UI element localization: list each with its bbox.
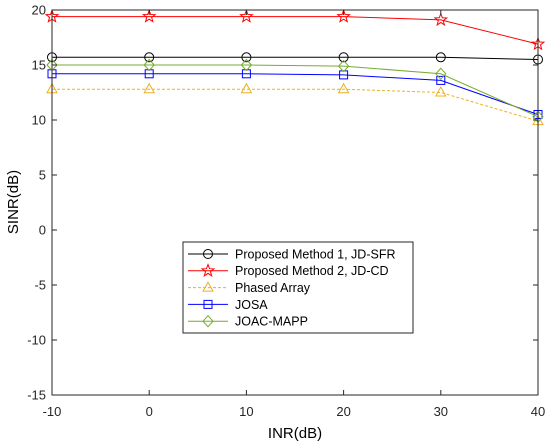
legend-label: Phased Array (235, 281, 311, 295)
series-line (52, 88, 539, 122)
x-tick-label: 40 (531, 404, 545, 419)
x-tick-label: 10 (239, 404, 253, 419)
y-tick-label: 5 (39, 168, 46, 183)
legend-label: JOSA (235, 298, 268, 312)
x-tick-label: 20 (336, 404, 350, 419)
legend-entry-proposed-method-1-jd-sfr: Proposed Method 1, JD-SFR (188, 247, 396, 261)
plot-area (52, 10, 538, 395)
data-point (338, 52, 349, 63)
data-point (143, 58, 155, 72)
series-line (52, 73, 539, 115)
legend-marker (200, 263, 216, 277)
legend-marker (202, 281, 214, 292)
series-line (52, 16, 539, 45)
legend-label: Proposed Method 2, JD-CD (235, 264, 389, 278)
legend-box (182, 241, 414, 334)
data-point (144, 52, 155, 63)
x-tick-label: 0 (146, 404, 153, 419)
data-point (435, 52, 446, 63)
data-point (435, 67, 447, 81)
axes-box (51, 9, 539, 396)
data-point (240, 58, 253, 72)
data-point (433, 12, 449, 27)
y-tick-label: 20 (32, 3, 46, 18)
x-axis-label: INR(dB) (268, 425, 322, 442)
legend: Proposed Method 1, JD-SFR Proposed Method… (182, 241, 414, 334)
y-tick-label: -15 (27, 388, 46, 403)
axes-frame (51, 9, 539, 396)
data-point (434, 85, 447, 97)
legend-entry-joac-mapp: JOAC-MAPP (188, 315, 308, 329)
data-point (141, 8, 157, 23)
data-point (239, 8, 254, 23)
legend-label: Proposed Method 1, JD-SFR (235, 247, 396, 261)
legend-entry-proposed-method-2-jd-cd: Proposed Method 2, JD-CD (188, 263, 389, 278)
y-tick-label: -10 (27, 333, 46, 348)
data-point (240, 82, 253, 94)
data-point (336, 8, 351, 23)
legend-entry-phased-array: Phased Array (188, 281, 311, 295)
legend-entry-josa: JOSA (188, 298, 268, 312)
legend-marker (203, 299, 213, 309)
data-point (337, 59, 350, 73)
legend-label: JOAC-MAPP (235, 315, 308, 329)
legend-marker (203, 249, 213, 259)
y-tick-label: 15 (32, 58, 46, 73)
legend-marker (202, 314, 214, 328)
x-tick-label: 30 (434, 404, 448, 419)
y-axis-label: SINR(dB) (5, 170, 22, 234)
data-point (436, 75, 446, 85)
x-tick-labels: -10 0 10 20 30 40 (43, 404, 546, 419)
y-tick-label: 0 (39, 223, 46, 238)
data-point (143, 82, 156, 94)
x-tick-label: -10 (43, 404, 62, 419)
plot-background (52, 10, 538, 395)
series-proposed-method-2-jd-cd (44, 8, 546, 51)
y-tick-label: -5 (34, 278, 46, 293)
data-point (241, 52, 252, 63)
data-point (337, 82, 350, 94)
y-tick-label: 10 (32, 113, 46, 128)
series-line (52, 64, 539, 118)
y-tick-labels: -15 -10 -5 0 5 10 15 20 (27, 3, 46, 403)
series-line (52, 56, 539, 60)
